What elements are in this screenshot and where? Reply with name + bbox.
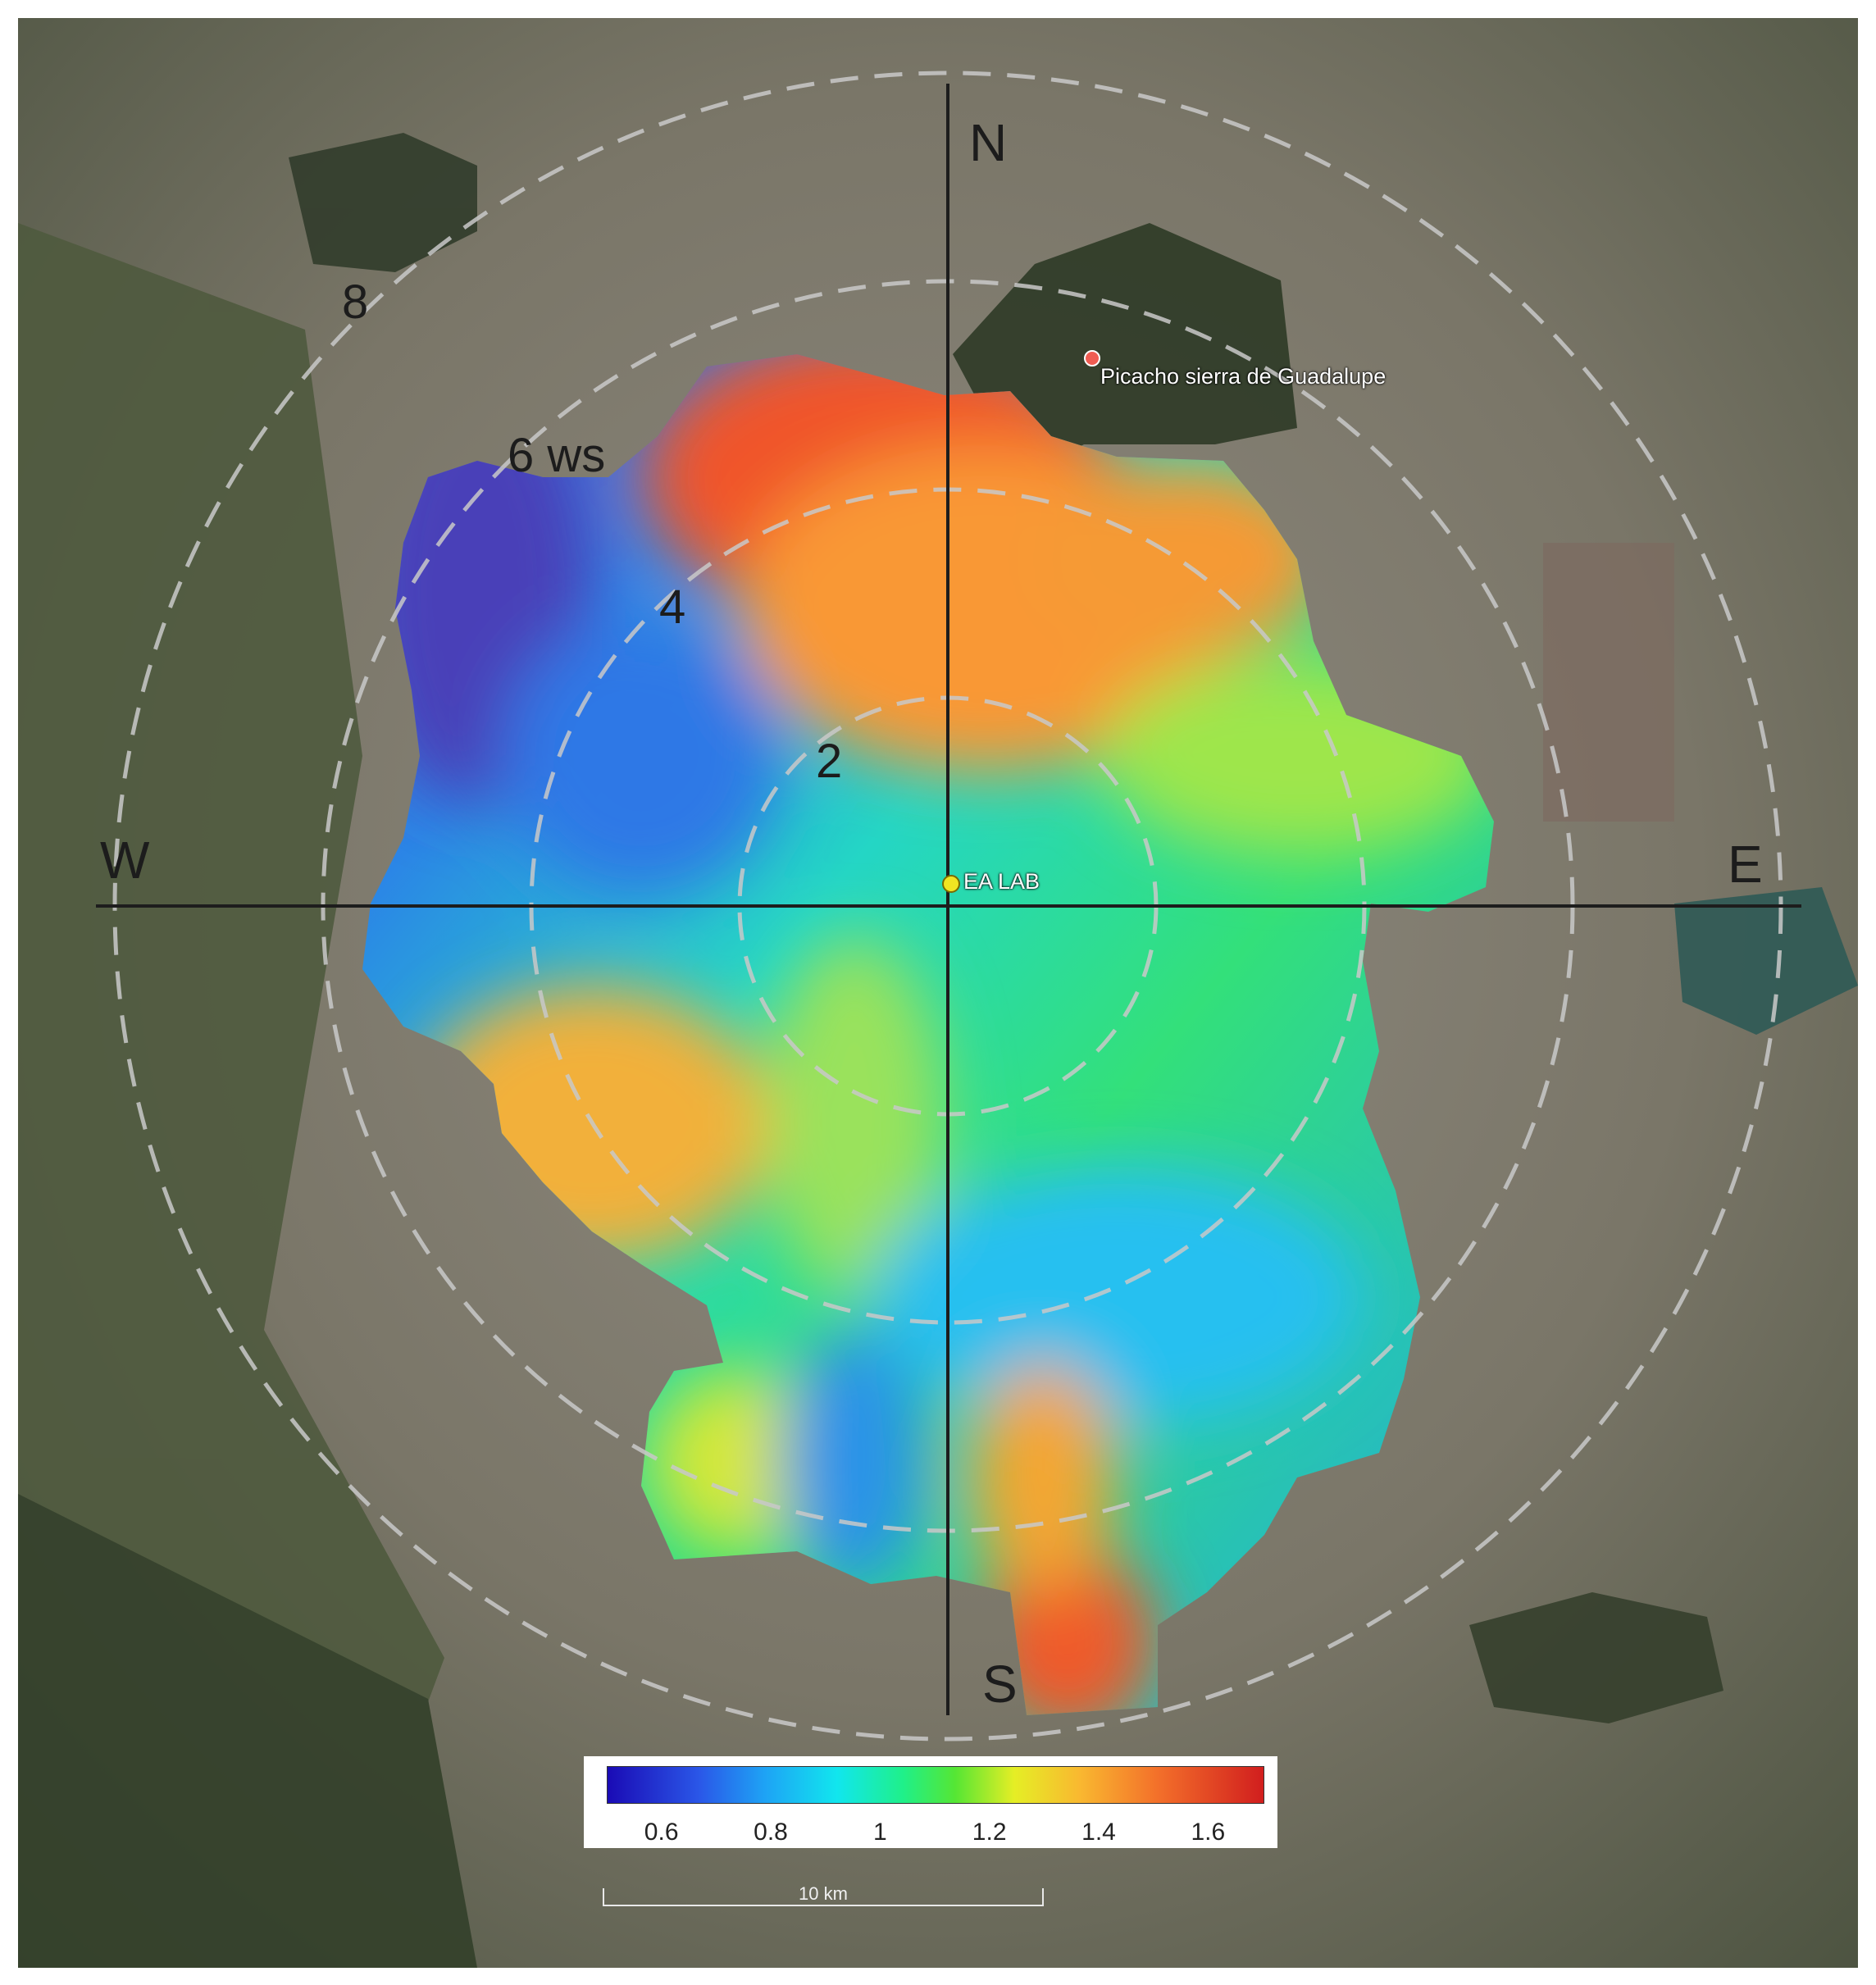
scale-line [603,1905,1044,1906]
colorbar-tick-label: 1 [872,1819,887,1846]
colorbar-legend: 0.6 0.8 1 1.2 1.4 1.6 [584,1756,1277,1848]
terrain [18,133,1858,1968]
site-label: EA LAB [963,869,1040,894]
ring-label-2: 2 [816,735,843,788]
compass-south: S [982,1655,1018,1714]
site-marker [942,875,960,893]
landmark-label: Picacho sierra de Guadalupe [1100,364,1387,389]
scale-tick-left [603,1888,604,1906]
colorbar-tick-label: 1.6 [1191,1819,1226,1846]
colorbar-tick-label: 1.4 [1081,1819,1116,1846]
ring-label-8: 8 [342,275,369,329]
compass-west: W [100,831,150,890]
colorbar-tick-label: 0.6 [644,1819,679,1846]
scale-tick-right [1042,1888,1044,1906]
landmark-marker [1084,350,1100,366]
scale-label: 10 km [799,1883,848,1904]
map-canvas [18,18,1858,1968]
ring-label-6: 6 ws [508,429,606,482]
ring-label-4: 4 [659,580,686,634]
compass-north: N [969,113,1008,172]
colorbar-gradient [607,1766,1264,1804]
colorbar-tick-label: 1.2 [972,1819,1007,1846]
colorbar-tick-label: 0.8 [754,1819,788,1846]
satellite-map: 2 4 6 ws 8 N S E W EA LAB Picacho sierra… [18,18,1858,1968]
scale-bar: 10 km [603,1883,1044,1908]
compass-east: E [1728,835,1763,894]
